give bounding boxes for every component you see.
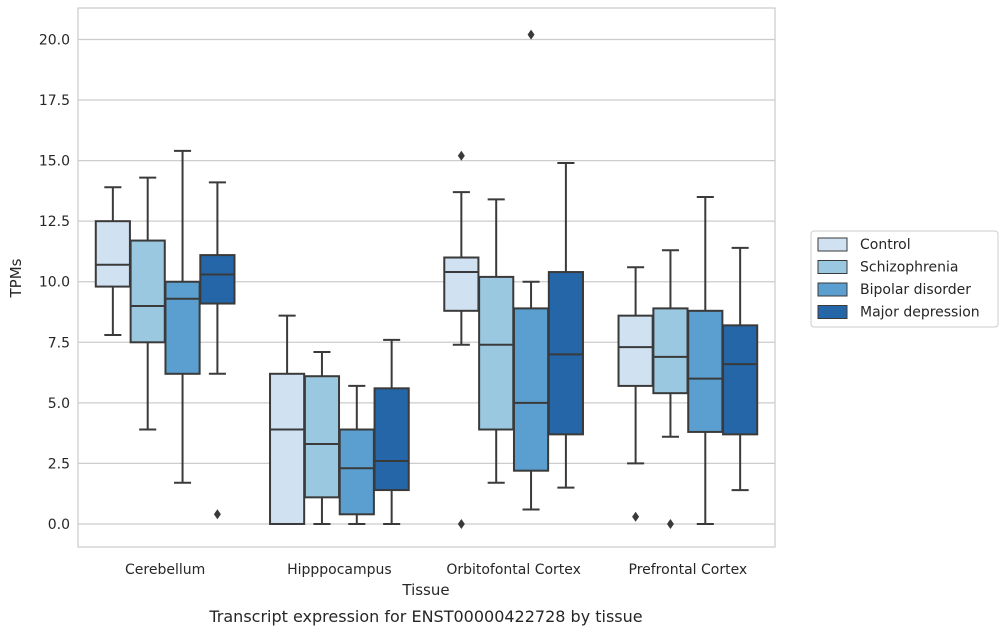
box-group (617, 266, 654, 522)
y-tick-label: 10.0 (39, 275, 70, 291)
legend-swatch (817, 305, 848, 319)
box (722, 324, 759, 436)
legend-label: Bipolar disorder (860, 282, 971, 298)
box-group (269, 314, 306, 525)
x-tick-label: Orbitofontal Cortex (446, 562, 581, 578)
y-tick-label: 0.0 (48, 517, 70, 533)
x-tick-label: Hipppocampus (287, 562, 392, 578)
box-group (443, 150, 480, 529)
box-group (547, 162, 584, 489)
plot-frame (77, 7, 776, 548)
outlier-point (527, 29, 535, 40)
box-group (129, 176, 166, 431)
y-tick-label: 7.5 (48, 335, 70, 351)
box (617, 314, 654, 387)
box-group (164, 149, 201, 484)
box-group (478, 198, 515, 484)
outlier-point (666, 518, 674, 529)
x-axis-title: Tissue (401, 581, 449, 599)
series-schizophrenia (129, 176, 689, 529)
x-axis: Cerebellum Hipppocampus Orbitofontal Corte… (125, 562, 747, 578)
legend-label: Major depression (860, 305, 980, 321)
outlier-point (632, 511, 640, 522)
box (338, 428, 375, 516)
x-tick-label: Cerebellum (125, 562, 205, 578)
box (269, 372, 306, 525)
plot-background (78, 8, 775, 547)
outlier-point (457, 150, 465, 161)
y-tick-label: 17.5 (39, 93, 70, 109)
legend-label: Control (860, 237, 911, 253)
outlier-point (457, 518, 465, 529)
legend-label: Schizophrenia (860, 260, 958, 276)
box (373, 387, 410, 492)
box (652, 307, 689, 395)
box-group (652, 249, 689, 529)
box (303, 375, 341, 499)
legend-swatch (817, 260, 848, 274)
box (547, 271, 584, 436)
box-group (687, 195, 724, 525)
box-group (373, 338, 410, 525)
outlier-point (213, 509, 221, 520)
y-tick-label: 2.5 (48, 456, 70, 472)
series-bipolar-disorder (164, 29, 724, 525)
box-group (512, 29, 550, 511)
y-tick-label: 5.0 (48, 396, 70, 412)
box-group (722, 246, 759, 492)
y-tick-label: 20.0 (39, 32, 70, 48)
box (164, 280, 201, 375)
box (199, 254, 236, 305)
series-major-depression (199, 162, 759, 525)
series-control (94, 150, 654, 529)
box-group (94, 186, 131, 337)
box (478, 275, 515, 431)
x-tick-label: Prefrontal Cortex (629, 562, 748, 578)
box-series (94, 29, 759, 529)
y-axis: 0.0 2.5 5.0 7.5 10.0 12.5 15.0 17.5 20.0 (39, 32, 70, 532)
legend-frame (810, 230, 999, 328)
y-tick-label: 15.0 (39, 154, 70, 170)
box-group (338, 384, 375, 525)
legend-swatch (817, 237, 848, 252)
legend-swatch (817, 282, 848, 297)
box (687, 309, 724, 433)
box-group (199, 181, 236, 520)
y-axis-title: TPMs (7, 258, 25, 298)
box (443, 256, 480, 312)
box-group (303, 350, 341, 525)
y-tick-label: 12.5 (39, 214, 70, 230)
chart-caption: Transcript expression for ENST0000042272… (208, 607, 642, 626)
legend: Control Schizophrenia Bipolar disorder Majo… (810, 230, 999, 328)
box (512, 307, 550, 472)
box (129, 239, 166, 344)
box (94, 220, 131, 288)
